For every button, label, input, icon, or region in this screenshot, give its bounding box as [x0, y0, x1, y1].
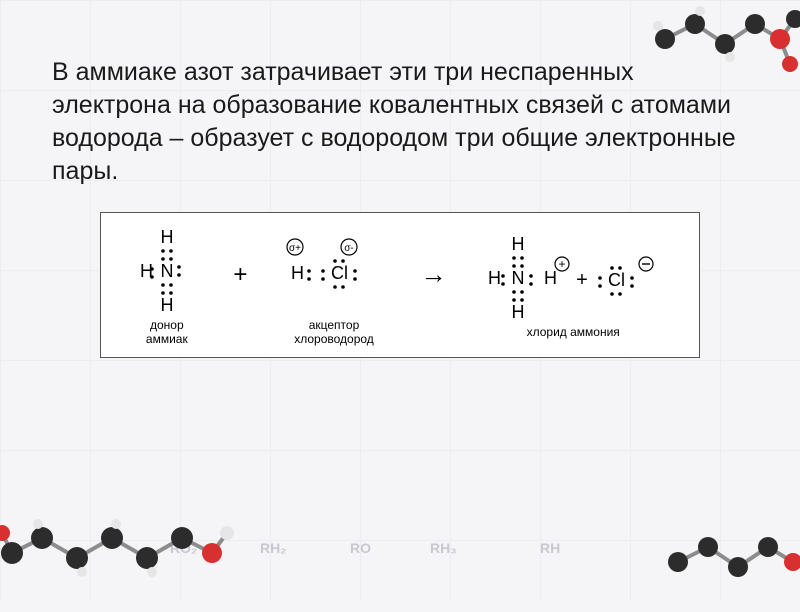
svg-text:Cl: Cl	[608, 270, 625, 290]
bg-formula: RH₂	[260, 540, 286, 556]
decorative-molecule-bottom-right	[648, 502, 800, 612]
svg-text:N: N	[160, 261, 173, 281]
nh4cl-structure: H H N H H + + Cl	[478, 234, 668, 320]
bg-formula: RO	[350, 540, 371, 556]
plus-sign: +	[233, 261, 247, 313]
label-line: аммиак	[146, 332, 188, 346]
svg-text:σ+: σ+	[289, 243, 301, 254]
svg-text:H: H	[544, 268, 557, 288]
species-label: хлорид аммония	[527, 326, 620, 340]
decorative-molecule-bottom-left	[0, 488, 252, 608]
reaction-scheme: H H N H донор аммиак + σ+	[100, 212, 700, 358]
label-line: акцептор	[309, 318, 360, 332]
species-ammonia: H H N H донор аммиак	[132, 227, 202, 347]
svg-text:H: H	[160, 227, 173, 247]
svg-text:Cl: Cl	[331, 263, 348, 283]
species-label: донор аммиак	[146, 319, 188, 347]
svg-text:H: H	[291, 263, 304, 283]
species-hcl: σ+ σ- H Cl акцептор хлороводород	[279, 227, 389, 347]
reaction-arrow: →	[421, 259, 447, 314]
label-line: хлорид аммония	[527, 325, 620, 339]
bg-formula: RH₃	[430, 540, 457, 556]
ammonia-structure: H H N H	[132, 227, 202, 313]
label-line: хлороводород	[294, 332, 374, 346]
species-label: акцептор хлороводород	[294, 319, 374, 347]
species-ammonium-chloride: H H N H H + + Cl	[478, 234, 668, 340]
main-paragraph: В аммиаке азот затрачивает эти три неспа…	[52, 56, 748, 188]
svg-text:σ-: σ-	[344, 243, 354, 254]
slide-content: В аммиаке азот затрачивает эти три неспа…	[0, 0, 800, 378]
svg-text:H: H	[512, 302, 525, 320]
svg-text:H: H	[160, 295, 173, 313]
svg-text:H: H	[488, 268, 501, 288]
hcl-structure: σ+ σ- H Cl	[279, 227, 389, 313]
svg-text:+: +	[559, 257, 566, 271]
label-line: донор	[150, 318, 184, 332]
bg-formula: RH	[540, 540, 560, 556]
svg-text:N: N	[512, 268, 525, 288]
svg-text:+: +	[576, 269, 588, 291]
svg-text:H: H	[512, 234, 525, 254]
